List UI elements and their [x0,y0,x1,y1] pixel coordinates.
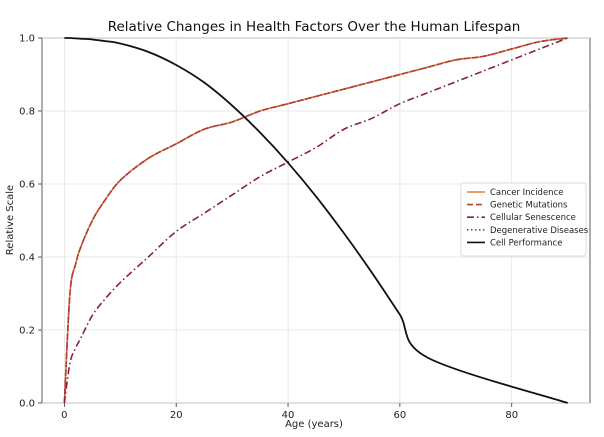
legend-label: Cell Performance [490,238,562,248]
y-tick-label: 0.6 [19,180,35,191]
x-axis-label: Age (years) [285,419,343,430]
series-line-genetic-mutations [63,37,568,404]
series-line-degenerative-diseases [63,37,568,404]
y-tick-label: 0.8 [19,107,35,118]
legend-label: Genetic Mutations [490,201,568,211]
y-axis-label: Relative Scale [5,185,16,255]
series-line-cell-performance [64,37,568,404]
y-tick-label: 1.0 [19,34,35,45]
series-lines [63,37,568,404]
legend-label: Cancer Incidence [490,188,563,198]
y-tick-label: 0.0 [19,399,35,410]
x-tick-label: 20 [170,410,183,421]
y-tick-label: 0.4 [19,253,35,264]
series-line-cellular-senescence [63,37,568,404]
x-tick-label: 0 [61,410,67,421]
legend: Cancer Incidence Genetic Mutations Cellula… [460,182,589,257]
y-tick-label: 0.2 [19,326,35,337]
y-axis-ticks: 0.0 0.2 0.4 0.6 0.8 1.0 [19,34,42,410]
chart-title: Relative Changes in Health Factors Over … [108,19,521,35]
legend-box [460,182,587,257]
x-tick-label: 40 [282,410,295,421]
legend-label: Degenerative Diseases [490,226,589,236]
x-tick-label: 60 [394,410,407,421]
legend-label: Cellular Senescence [490,213,576,223]
x-tick-label: 80 [505,410,518,421]
x-axis-ticks: 0 20 40 60 80 [61,403,518,421]
